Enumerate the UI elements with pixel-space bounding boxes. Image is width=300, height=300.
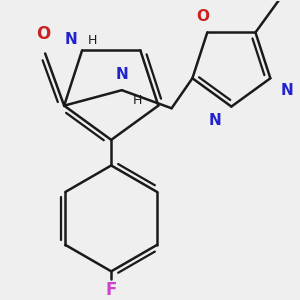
Text: O: O: [36, 25, 51, 43]
Text: N: N: [65, 32, 78, 47]
Text: H: H: [133, 94, 142, 107]
Text: O: O: [196, 9, 209, 24]
Text: N: N: [116, 67, 128, 82]
Text: N: N: [208, 113, 221, 128]
Text: F: F: [106, 281, 117, 299]
Text: H: H: [88, 34, 98, 47]
Text: N: N: [280, 82, 293, 98]
